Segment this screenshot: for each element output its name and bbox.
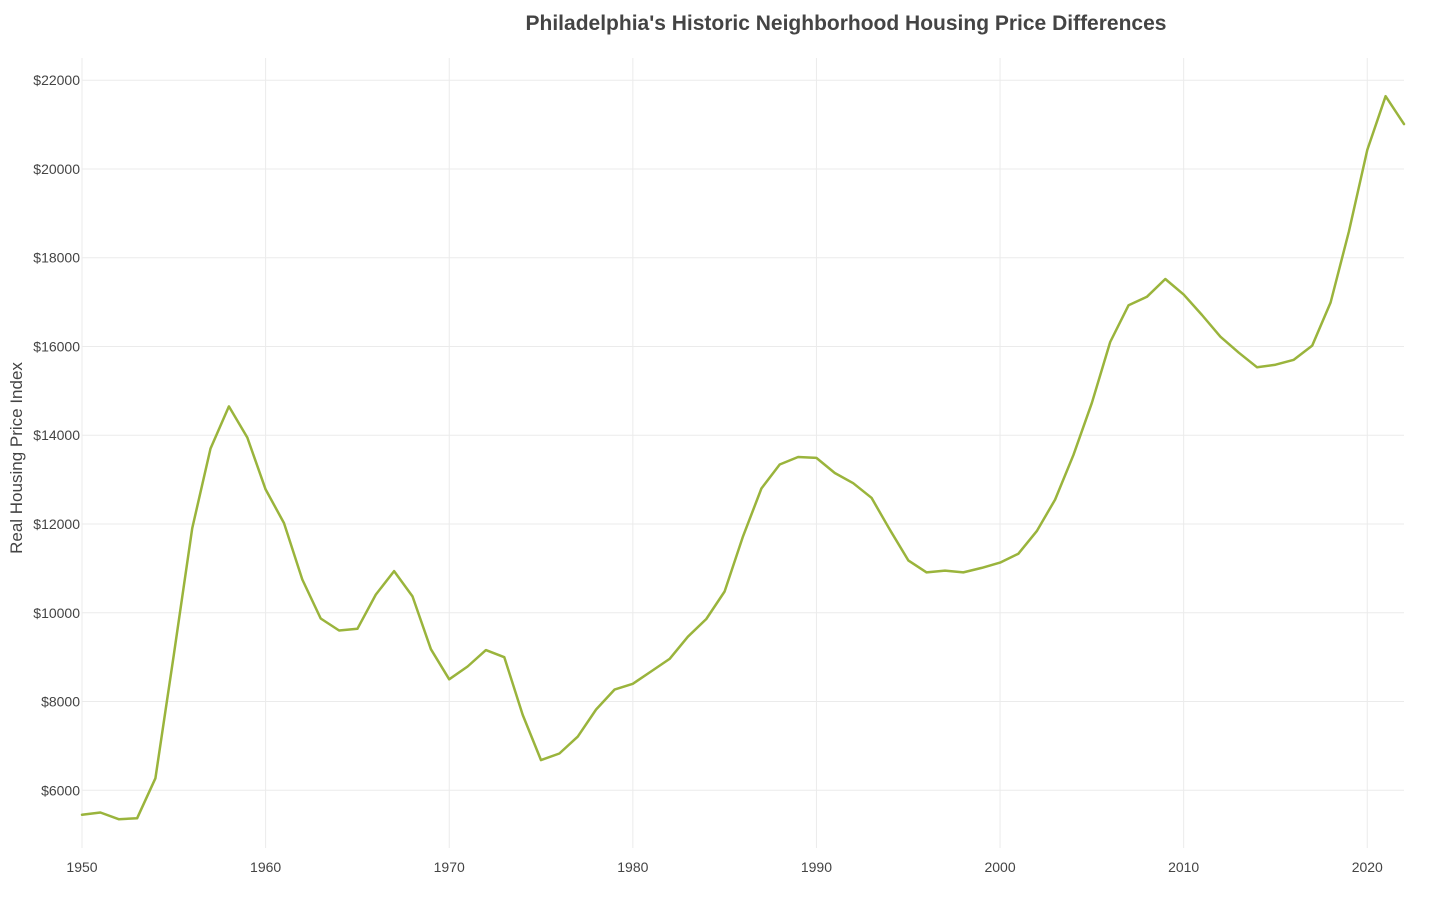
x-tick-label: 1980: [617, 859, 648, 875]
x-tick-label: 1950: [66, 859, 97, 875]
x-tick-label: 2020: [1352, 859, 1383, 875]
series-lines: [80, 94, 1406, 821]
y-tick-label: $12000: [33, 516, 80, 532]
gridlines: [81, 58, 1404, 848]
x-tick-label: 1960: [250, 859, 281, 875]
y-tick-label: $16000: [33, 338, 80, 354]
x-tick-label: 1990: [801, 859, 832, 875]
y-tick-label: $8000: [41, 694, 80, 710]
y-axis-title: Real Housing Price Index: [7, 362, 26, 554]
y-tick-label: $6000: [41, 782, 80, 798]
y-tick-label: $20000: [33, 161, 80, 177]
x-tick-label: 2000: [984, 859, 1015, 875]
x-tick-label: 2010: [1168, 859, 1199, 875]
x-tick-label: 1970: [434, 859, 465, 875]
y-tick-label: $10000: [33, 605, 80, 621]
chart-title: Philadelphia's Historic Neighborhood Hou…: [526, 12, 1167, 35]
y-tick-label: $18000: [33, 250, 80, 266]
y-tick-label: $22000: [33, 72, 80, 88]
y-tick-label: $14000: [33, 427, 80, 443]
y-axis-ticks: $6000 $8000 $10000 $12000 $14000 $16000 $18000…: [33, 72, 80, 798]
series-line: [80, 94, 1406, 821]
x-axis-ticks: 1950 1960 1970 1980 1990 2000 2010 2020: [66, 859, 1383, 875]
